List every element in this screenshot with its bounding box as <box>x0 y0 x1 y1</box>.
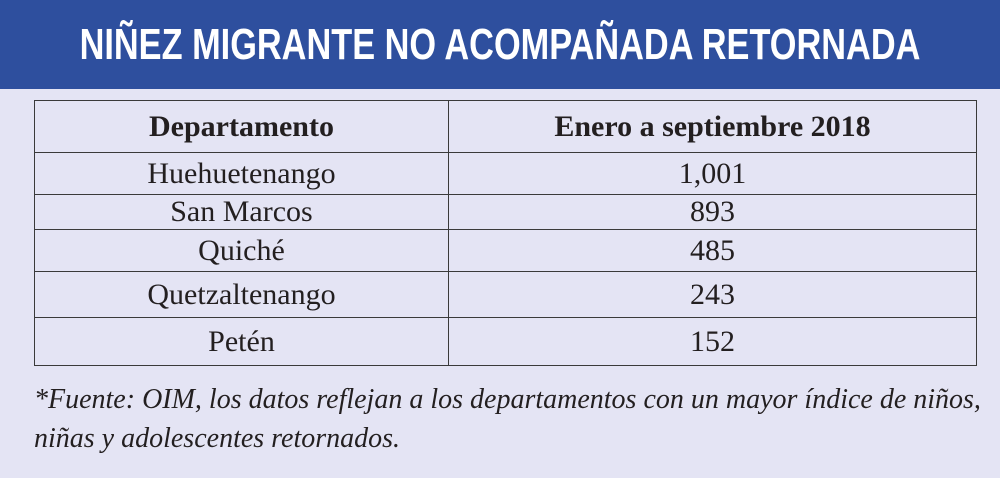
table-row: San Marcos 893 <box>34 194 977 230</box>
count-cell: 1,001 <box>448 152 977 195</box>
table-row: Quiché 485 <box>34 229 977 272</box>
count-cell: 243 <box>448 271 977 318</box>
department-cell: Quetzaltenango <box>34 271 449 318</box>
count-cell: 893 <box>448 194 977 230</box>
table-body: Huehuetenango 1,001 San Marcos 893 Quiché 485… <box>34 152 977 366</box>
count-cell: 152 <box>448 317 977 366</box>
count-cell: 485 <box>448 229 977 272</box>
table-row: Quetzaltenango 243 <box>34 271 977 318</box>
department-cell: Quiché <box>34 229 449 272</box>
department-cell: Petén <box>34 317 449 366</box>
department-cell: Huehuetenango <box>34 152 449 195</box>
page-title: NIÑEZ MIGRANTE NO ACOMPAÑADA RETORNADA <box>79 19 921 69</box>
data-table: Departamento Enero a septiembre 2018 Hue… <box>34 100 977 366</box>
source-footnote: *Fuente: OIM, los datos reflejan a los d… <box>34 384 981 454</box>
column-header-departamento: Departamento <box>34 100 449 153</box>
table-row: Petén 152 <box>34 317 977 366</box>
header-banner: NIÑEZ MIGRANTE NO ACOMPAÑADA RETORNADA <box>0 0 1000 89</box>
table-row: Huehuetenango 1,001 <box>34 152 977 195</box>
table-header-row: Departamento Enero a septiembre 2018 <box>34 100 977 153</box>
department-cell: San Marcos <box>34 194 449 230</box>
column-header-periodo: Enero a septiembre 2018 <box>448 100 977 153</box>
